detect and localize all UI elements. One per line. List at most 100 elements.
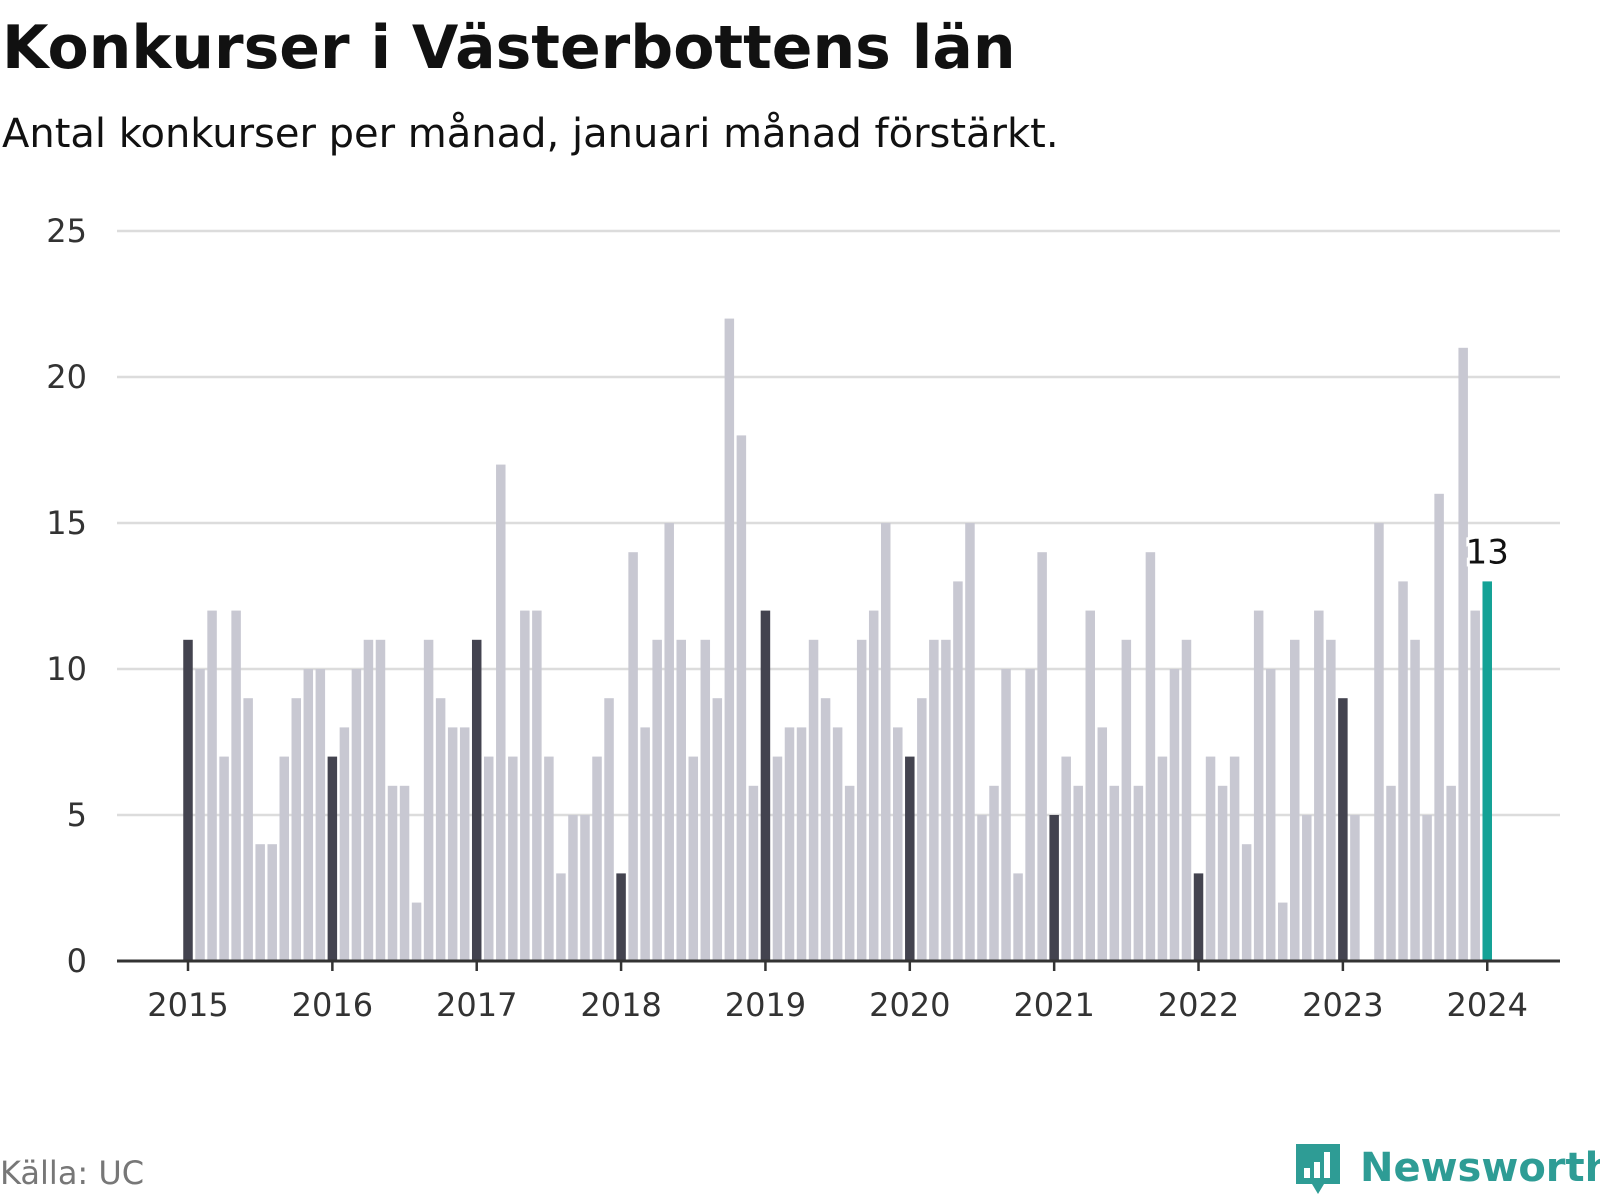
bar: [772, 756, 783, 961]
bar: [628, 552, 638, 961]
bar: [712, 698, 723, 961]
bar: [435, 698, 446, 961]
bar: [700, 639, 711, 961]
bar: [652, 639, 662, 961]
bar: [411, 902, 422, 961]
bar: [459, 727, 470, 961]
bar: [1097, 727, 1108, 961]
y-tick-label: 0: [67, 942, 87, 980]
bar: [1073, 785, 1083, 961]
y-tick-label: 20: [46, 358, 87, 396]
bar: [375, 639, 386, 961]
y-tick-label: 5: [67, 796, 87, 834]
bar: [1001, 669, 1011, 961]
bar: [1458, 347, 1468, 961]
bar: [207, 610, 217, 961]
bar: [929, 639, 939, 961]
bar: [399, 785, 410, 961]
bar: [496, 464, 506, 961]
bar: [520, 610, 530, 961]
bar: [616, 873, 626, 961]
bar: [532, 610, 542, 961]
bar: [243, 698, 253, 961]
x-tick-label: 2023: [1302, 986, 1383, 1024]
bar: [1025, 669, 1035, 961]
bar-chart: 0 5 10 15 20 25 2015 2016 2017 2018 2019 2020 2021 20…: [46, 212, 1560, 1024]
bar: [508, 756, 518, 961]
bar: [303, 669, 314, 961]
x-tick-label: 2024: [1447, 986, 1528, 1024]
bar: [183, 639, 193, 961]
bar: [832, 727, 843, 961]
bar: [484, 756, 494, 961]
bar: [1145, 552, 1156, 961]
bar: [1350, 815, 1360, 961]
bar: [977, 815, 987, 961]
bar: [339, 727, 350, 961]
bar: [1398, 581, 1408, 961]
bar: [965, 523, 975, 961]
bar: [592, 756, 602, 961]
bar: [1277, 902, 1288, 961]
bar: [1302, 815, 1312, 961]
bar: [1229, 756, 1240, 961]
bar: [1290, 639, 1300, 961]
bar: [820, 698, 831, 961]
x-tick-label: 2019: [725, 986, 806, 1024]
bar: [1109, 785, 1120, 961]
bar: [1338, 698, 1348, 961]
bar: [1049, 815, 1059, 961]
bar: [736, 435, 747, 961]
newsworthy-logo-icon: [1296, 1144, 1340, 1194]
bar: [1386, 785, 1396, 961]
bar: [1085, 610, 1095, 961]
bar: [580, 815, 590, 961]
bar: [604, 698, 614, 961]
bar: [688, 756, 699, 961]
bar: [1217, 785, 1228, 961]
bar: [1374, 523, 1384, 961]
bar: [676, 639, 686, 961]
x-tick-label: 2021: [1013, 986, 1094, 1024]
bar: [1205, 756, 1216, 961]
bar: [1169, 669, 1180, 961]
bar: [796, 727, 807, 961]
bar: [917, 698, 927, 961]
bar: [640, 727, 650, 961]
bar: [1446, 785, 1456, 961]
bar: [1181, 639, 1192, 961]
bar: [1410, 639, 1420, 961]
bar: [1241, 844, 1252, 961]
x-tick-label: 2022: [1158, 986, 1239, 1024]
bar: [363, 639, 374, 961]
bar: [387, 785, 398, 961]
bar: [760, 610, 771, 961]
bar: [1265, 669, 1276, 961]
bar: [856, 639, 867, 961]
bar: [255, 844, 265, 961]
bar: [315, 669, 326, 961]
x-tick-label: 2017: [436, 986, 517, 1024]
bar: [1133, 785, 1144, 961]
bar: [423, 639, 434, 961]
bar: [808, 639, 819, 961]
bar: [1193, 873, 1204, 961]
bar: [267, 844, 277, 961]
bar: [941, 639, 951, 961]
bar: [893, 727, 903, 961]
x-tick-label: 2020: [869, 986, 950, 1024]
x-tick-label: 2015: [147, 986, 228, 1024]
y-tick-label: 15: [46, 504, 87, 542]
chart-subtitle: Antal konkurser per månad, januari månad…: [2, 111, 1059, 157]
bar: [989, 785, 999, 961]
bar: [447, 727, 458, 961]
bar: [279, 756, 289, 961]
bar: [195, 669, 205, 961]
bar: [868, 610, 879, 961]
x-tick-label: 2016: [292, 986, 373, 1024]
bar: [568, 815, 578, 961]
bar: [219, 756, 229, 961]
x-tick-label: 2018: [580, 986, 661, 1024]
bar: [664, 523, 674, 961]
bar: [880, 523, 891, 961]
